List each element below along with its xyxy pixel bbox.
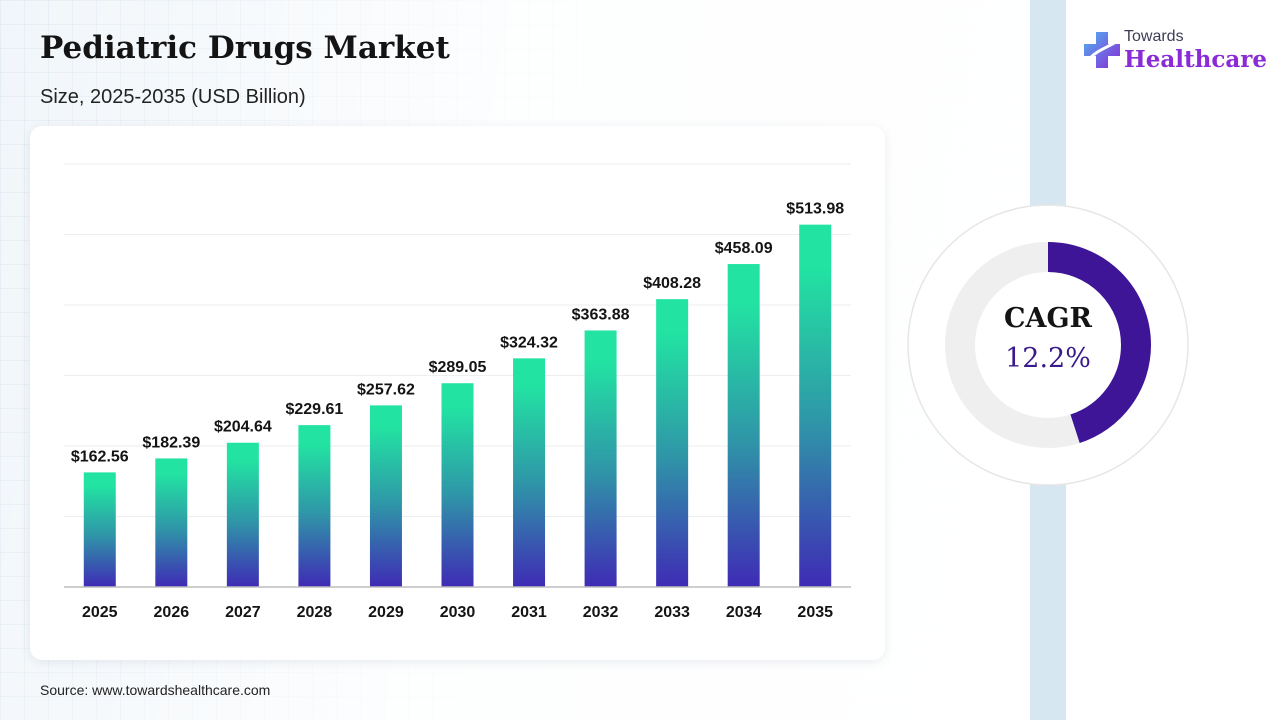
x-tick-2027: 2027	[225, 604, 261, 621]
value-label-2025: $162.56	[71, 448, 129, 465]
x-tick-2029: 2029	[368, 604, 404, 621]
x-tick-2030: 2030	[440, 604, 476, 621]
cagr-ring-fill	[945, 242, 1151, 448]
x-tick-2028: 2028	[297, 604, 333, 621]
x-tick-labels: 2025 2026 2027 2028 2029 2030 2031 2032 2033 2034…	[82, 604, 833, 621]
value-label-2034: $458.09	[715, 240, 773, 257]
bar-2034	[727, 264, 760, 587]
x-tick-2026: 2026	[154, 604, 190, 621]
value-label-2030: $289.05	[429, 359, 487, 376]
bar-chart: $162.56 $182.39 $204.64 $229.61 $257.62 $289.…	[64, 163, 851, 621]
value-label-2028: $229.61	[285, 401, 343, 418]
bar-2029	[369, 405, 402, 587]
medical-cross-logo-icon	[1084, 32, 1120, 68]
value-label-2029: $257.62	[357, 381, 415, 398]
chart-card: $162.56 $182.39 $204.64 $229.61 $257.62 $289.…	[30, 126, 885, 660]
logo-text-towards: Towards	[1124, 28, 1184, 45]
bar-2027	[226, 442, 259, 587]
cagr-label: CAGR	[1004, 303, 1092, 334]
value-label-2032: $363.88	[572, 306, 630, 323]
logo-text-healthcare: Healthcare	[1124, 46, 1268, 73]
x-tick-2033: 2033	[654, 604, 690, 621]
bars	[83, 224, 832, 587]
x-tick-2031: 2031	[511, 604, 547, 621]
bar-2031	[513, 358, 546, 587]
x-tick-2025: 2025	[82, 604, 118, 621]
page-title: Pediatric Drugs Market	[40, 30, 450, 66]
bar-2028	[298, 425, 331, 587]
value-label-2026: $182.39	[142, 434, 200, 451]
value-label-2035: $513.98	[786, 201, 844, 218]
cagr-ring	[907, 204, 1189, 486]
page-subtitle: Size, 2025-2035 (USD Billion)	[40, 86, 306, 108]
cagr-donut: CAGR 12.2%	[906, 203, 1190, 487]
bar-2030	[441, 383, 474, 587]
bar-2025	[83, 472, 116, 587]
source-note: Source: www.towardshealthcare.com	[40, 682, 271, 698]
value-label-2027: $204.64	[214, 419, 272, 436]
brand-logo: Towards Healthcare	[1080, 26, 1267, 80]
bar-2035	[799, 224, 832, 587]
cagr-value: 12.2%	[1005, 343, 1091, 374]
bar-2032	[584, 330, 617, 587]
x-tick-2032: 2032	[583, 604, 619, 621]
x-tick-2035: 2035	[797, 604, 833, 621]
value-label-2031: $324.32	[500, 334, 558, 351]
bar-2026	[155, 458, 188, 587]
value-label-2033: $408.28	[643, 275, 701, 292]
x-tick-2034: 2034	[726, 604, 762, 621]
bar-2033	[656, 299, 689, 587]
value-labels: $162.56 $182.39 $204.64 $229.61 $257.62 $289.…	[71, 201, 844, 466]
